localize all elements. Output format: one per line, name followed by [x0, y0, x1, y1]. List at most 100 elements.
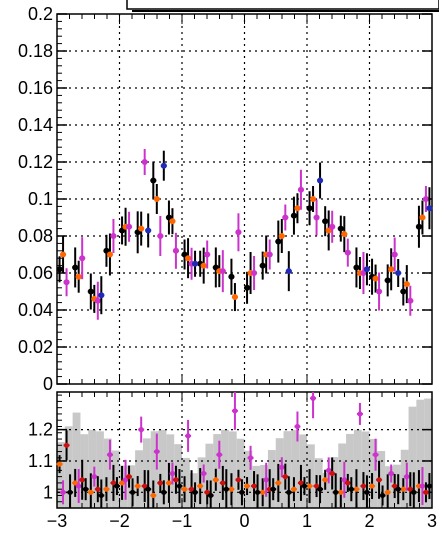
- series-1: [60, 392, 426, 506]
- data-point: [376, 477, 382, 483]
- y-tick-label: 0.14: [18, 115, 53, 135]
- data-point: [344, 249, 351, 256]
- data-point: [329, 223, 336, 230]
- data-series: [56, 392, 433, 508]
- data-point: [216, 452, 222, 458]
- band-bin: [346, 433, 354, 508]
- data-point: [173, 477, 179, 483]
- data-point: [220, 480, 226, 486]
- band-bin: [64, 426, 73, 508]
- data-point: [251, 270, 258, 276]
- data-point: [388, 470, 394, 477]
- data-point: [372, 275, 379, 282]
- data-point: [72, 264, 79, 271]
- band-bin: [103, 438, 112, 508]
- data-point: [400, 486, 406, 492]
- data-point: [150, 177, 157, 184]
- data-point: [204, 489, 210, 495]
- data-point: [301, 483, 308, 489]
- data-point: [228, 273, 235, 280]
- band-bin: [182, 457, 190, 508]
- data-point: [395, 270, 402, 276]
- data-point: [60, 489, 66, 495]
- data-point: [83, 486, 89, 492]
- data-point: [251, 483, 257, 489]
- data-point: [188, 486, 195, 492]
- data-point: [426, 205, 433, 212]
- data-point: [411, 489, 417, 495]
- data-point: [201, 470, 207, 477]
- data-point: [275, 238, 282, 245]
- data-point: [87, 288, 94, 295]
- band-bin: [267, 450, 276, 508]
- data-point: [348, 486, 354, 492]
- x-tick-label: 3: [427, 511, 437, 531]
- data-point: [260, 489, 266, 495]
- band-bin: [221, 429, 229, 508]
- band-bin: [361, 431, 370, 508]
- data-point: [298, 480, 304, 486]
- x-tick-label: 2: [364, 511, 374, 531]
- y-axis: 0.2 0.18 0.16 0.14 0.12 0.1 0.08 0.06 0.04 0.02 0: [18, 4, 432, 394]
- data-point: [419, 214, 426, 221]
- series-2: [63, 430, 429, 508]
- data-point: [404, 474, 410, 480]
- data-point: [106, 251, 113, 258]
- data-point: [379, 492, 386, 499]
- data-point: [79, 477, 85, 483]
- data-point: [360, 483, 367, 489]
- data-point: [423, 489, 429, 495]
- data-point: [426, 483, 433, 489]
- band-bin: [322, 472, 331, 508]
- data-point: [192, 489, 198, 495]
- x-tick-label: 0: [239, 511, 249, 531]
- y-axis: 1.2 1.1 1: [28, 394, 432, 509]
- band-bin: [150, 431, 159, 508]
- data-point: [138, 427, 144, 433]
- data-point: [239, 489, 245, 495]
- data-point: [294, 423, 301, 430]
- data-point: [95, 486, 101, 492]
- data-point: [329, 470, 335, 477]
- band-bin: [260, 464, 268, 508]
- data-point: [213, 477, 219, 483]
- data-point: [145, 227, 152, 234]
- main-panel: 0.2 0.18 0.16 0.14 0.12 0.1 0.08 0.06 0.04 0.02 0: [18, 4, 433, 394]
- data-point: [67, 489, 73, 495]
- band-bin: [119, 465, 128, 508]
- band-bin: [408, 406, 417, 508]
- band-bin: [142, 438, 151, 508]
- data-point: [310, 196, 317, 202]
- data-point: [126, 223, 133, 230]
- series-1: [60, 184, 426, 313]
- band-bin: [307, 444, 315, 508]
- y-tick-label: 0.06: [18, 263, 53, 283]
- uncertainty-band: [57, 398, 432, 508]
- series-0: [56, 161, 422, 310]
- data-point: [200, 262, 207, 269]
- band-bin: [416, 399, 425, 508]
- data-point: [294, 205, 301, 212]
- data-point: [76, 483, 82, 489]
- data-point: [208, 492, 214, 499]
- data-point: [161, 489, 167, 495]
- y-tick-label: 0.18: [18, 41, 53, 61]
- y-tick-label: 0: [43, 374, 53, 394]
- data-point: [313, 483, 320, 489]
- data-point: [231, 294, 238, 301]
- band-bin: [385, 466, 393, 508]
- data-point: [154, 448, 160, 455]
- data-point: [145, 486, 151, 492]
- data-point: [244, 284, 251, 291]
- band-bin: [424, 398, 432, 508]
- data-point: [353, 486, 360, 492]
- data-point: [142, 483, 148, 489]
- band-bin: [283, 431, 292, 508]
- y-tick-label: 0.02: [18, 337, 53, 357]
- data-point: [126, 474, 132, 480]
- data-point: [369, 483, 375, 489]
- y-tick-label: 0.2: [28, 4, 53, 24]
- band-bin: [213, 434, 222, 508]
- band-bin: [244, 450, 253, 508]
